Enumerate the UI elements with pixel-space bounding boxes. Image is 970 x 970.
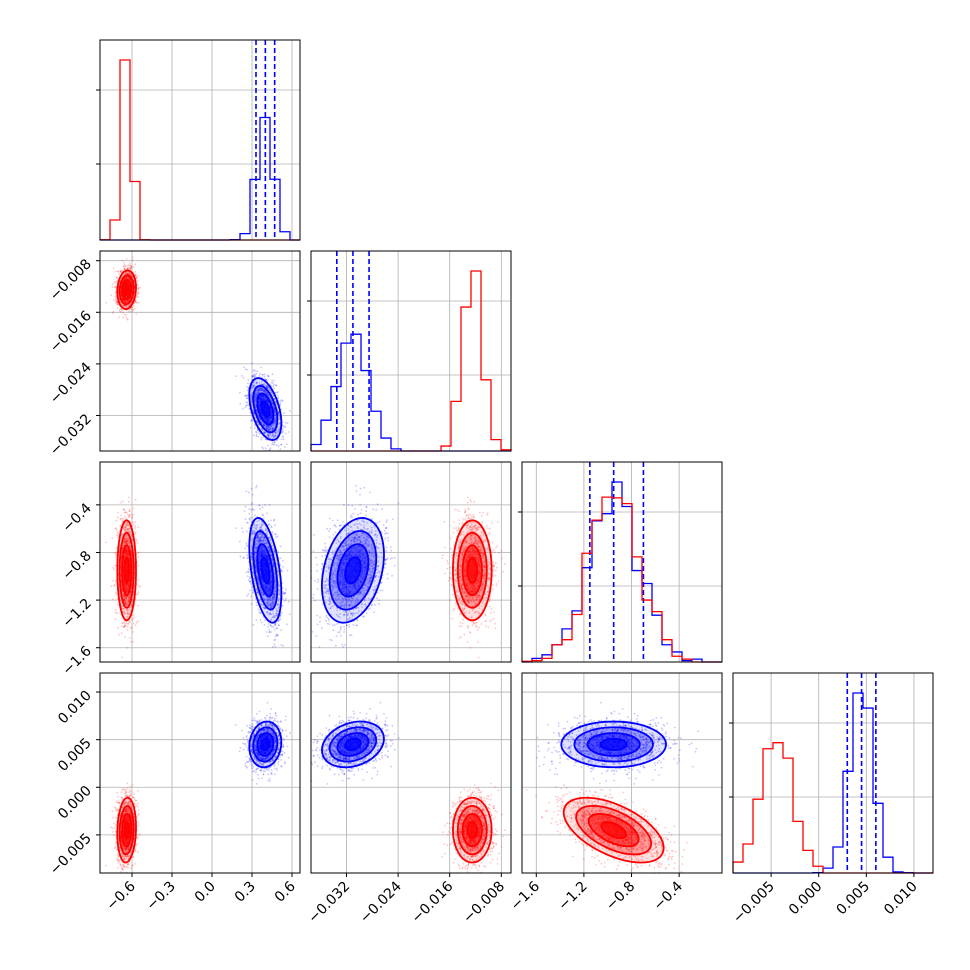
x-tick-label: 0.000 bbox=[786, 879, 826, 919]
contours-series-1 bbox=[560, 720, 667, 769]
y-tick-label: −0.005 bbox=[47, 830, 95, 878]
x-tick-label: −1.2 bbox=[555, 879, 590, 914]
x-tick-label: 0.3 bbox=[232, 879, 259, 906]
contours-series-1 bbox=[248, 377, 283, 441]
scatter-panel-3-2 bbox=[310, 461, 512, 663]
y-tick-label: 0.010 bbox=[55, 688, 95, 728]
contours-series-2 bbox=[452, 796, 493, 864]
x-tick-label: 0.6 bbox=[272, 878, 299, 905]
y-tick-label: 0.005 bbox=[55, 735, 95, 775]
x-tick-label: −0.4 bbox=[651, 878, 686, 913]
x-tick-label: −0.016 bbox=[409, 878, 457, 926]
x-tick-label: −1.6 bbox=[508, 878, 543, 913]
x-tick-label: −0.008 bbox=[460, 879, 508, 927]
scatter-panel-3-1 bbox=[99, 461, 301, 663]
y-tick-label: −1.6 bbox=[59, 643, 94, 678]
contours-series-2 bbox=[562, 796, 665, 864]
scatter-panel-4-2 bbox=[310, 672, 512, 874]
contours-series-2 bbox=[116, 269, 137, 310]
y-tick-label: −1.2 bbox=[59, 596, 94, 631]
x-tick-label: 0.005 bbox=[833, 879, 873, 919]
diagonal-panel-4 bbox=[729, 672, 934, 874]
y-tick-label: −0.016 bbox=[47, 308, 95, 356]
contours-series-1 bbox=[248, 517, 283, 624]
scatter-panel-4-3 bbox=[521, 672, 723, 874]
contours-series-1 bbox=[321, 720, 385, 769]
contours-series-2 bbox=[116, 796, 137, 864]
x-tick-label: −0.032 bbox=[305, 879, 353, 927]
x-tick-label: −0.6 bbox=[103, 878, 138, 913]
diagonal-panel-2 bbox=[307, 250, 512, 452]
y-tick-label: −0.8 bbox=[59, 548, 94, 583]
y-tick-label: −0.032 bbox=[47, 411, 95, 459]
x-tick-label: −0.3 bbox=[143, 879, 178, 914]
x-tick-label: 0.0 bbox=[192, 879, 219, 906]
x-tick-label: −0.8 bbox=[603, 879, 638, 914]
contours-series-2 bbox=[116, 519, 137, 622]
histogram-series-2 bbox=[521, 496, 722, 663]
y-tick-label: −0.008 bbox=[47, 256, 95, 304]
x-tick-label: 0.010 bbox=[881, 879, 921, 919]
diagonal-panel-3 bbox=[518, 461, 723, 663]
contours-series-2 bbox=[452, 519, 493, 622]
x-tick-label: −0.005 bbox=[730, 879, 778, 927]
x-tick-label: −0.024 bbox=[357, 878, 405, 926]
scatter-panel-4-1 bbox=[99, 672, 301, 874]
y-tick-label: −0.024 bbox=[47, 359, 95, 407]
y-tick-label: 0.000 bbox=[55, 783, 95, 823]
contours-series-1 bbox=[248, 720, 283, 769]
contours-series-1 bbox=[321, 517, 385, 624]
diagonal-panel-1 bbox=[96, 39, 301, 241]
y-tick-label: −0.4 bbox=[59, 500, 94, 535]
scatter-panel-2-1 bbox=[99, 250, 301, 452]
